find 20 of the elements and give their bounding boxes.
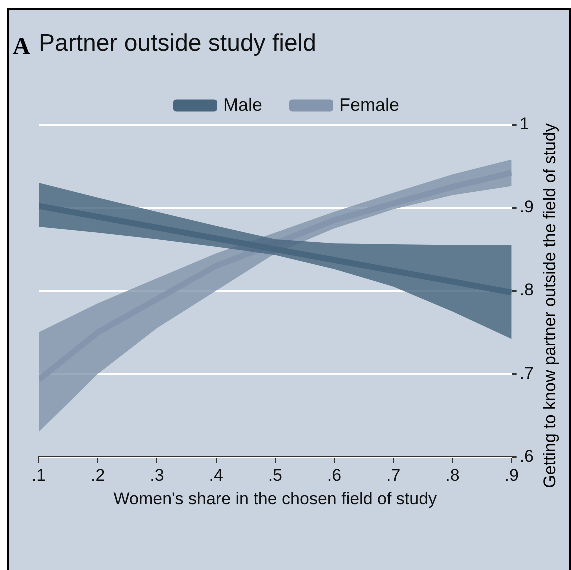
legend-label: Male xyxy=(223,94,262,115)
x-tick-label: .9 xyxy=(504,466,519,486)
y-tick-label: .7 xyxy=(520,364,534,383)
x-tick-label: .1 xyxy=(32,466,46,486)
x-tick-label: .8 xyxy=(446,466,460,486)
y-tick-label: .6 xyxy=(520,446,534,466)
y-tick-label: 1 xyxy=(520,114,530,134)
chart-title: Partner outside study field xyxy=(39,30,316,58)
x-tick-label: .5 xyxy=(268,466,283,486)
y-tick-label: .9 xyxy=(520,198,534,217)
x-tick-label: .6 xyxy=(327,466,342,486)
y-tick-label: .8 xyxy=(520,280,534,300)
text: A xyxy=(13,34,31,60)
x-tick-label: .3 xyxy=(150,466,164,486)
x-axis-title: Women's share in the chosen field of study xyxy=(114,489,438,508)
x-tick-label: .4 xyxy=(209,466,224,486)
legend-label: Female xyxy=(339,94,400,115)
y-axis-title: Getting to know partner outside the field of study xyxy=(540,123,560,488)
x-tick-label: .7 xyxy=(386,466,401,486)
x-tick-label: .2 xyxy=(91,466,106,486)
